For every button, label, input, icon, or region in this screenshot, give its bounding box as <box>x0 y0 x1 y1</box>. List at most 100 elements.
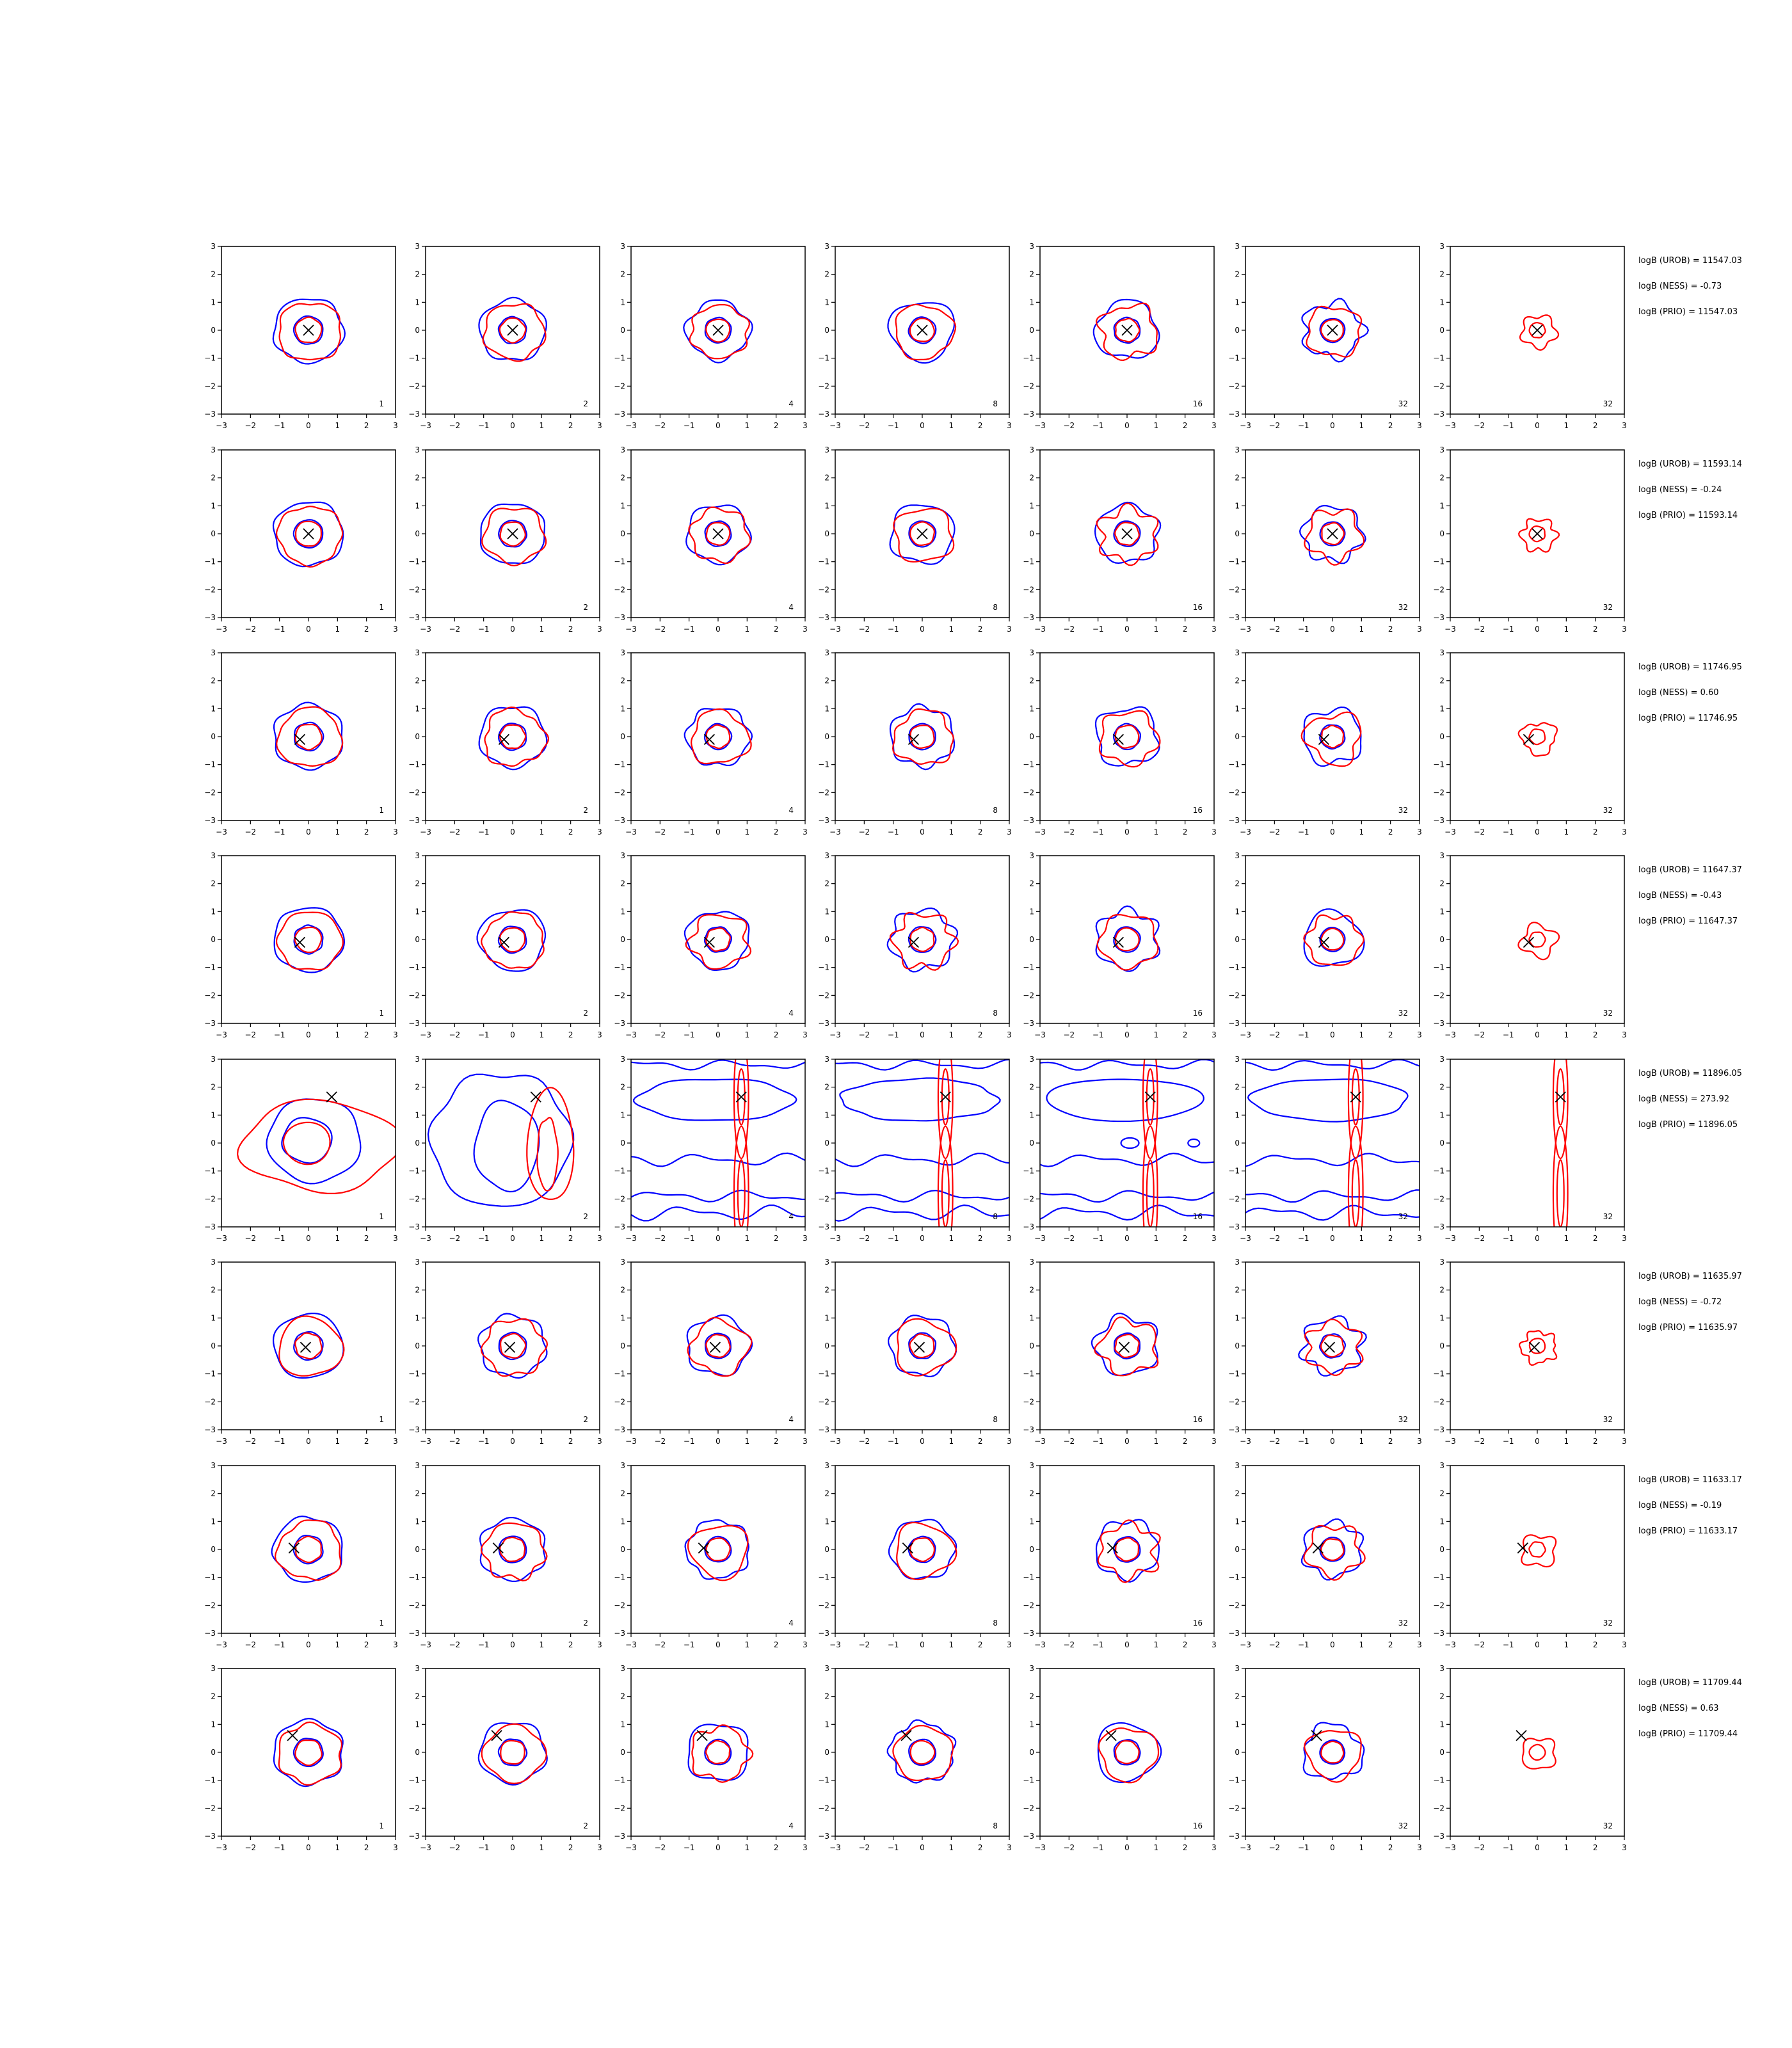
panel-count-label: 32 <box>1603 603 1613 612</box>
x-tick-label: 1 <box>335 421 340 430</box>
x-tick-label: −3 <box>829 1234 841 1243</box>
y-tick-label: 0 <box>211 529 216 538</box>
blue-contour-inner <box>1113 316 1141 344</box>
logb-annotation: logB (PRIO) = 11593.14 <box>1638 511 1738 520</box>
x-tick-label: 2 <box>1388 421 1393 430</box>
y-tick-label: 2 <box>1439 1489 1444 1498</box>
true-location-marker <box>287 1730 298 1741</box>
true-location-marker <box>712 528 724 540</box>
contours <box>272 298 346 365</box>
panel-count-label: 4 <box>788 806 794 815</box>
y-tick-label: −2 <box>408 991 420 1000</box>
x-tick-label: −2 <box>654 421 666 430</box>
y-tick-label: 1 <box>620 501 625 510</box>
blue-contour-inner <box>498 723 527 751</box>
x-tick-label: 3 <box>1417 1843 1422 1852</box>
panel-count-label: 8 <box>993 806 998 815</box>
y-tick-label: −2 <box>1433 788 1444 797</box>
true-location-marker <box>1105 1730 1117 1741</box>
y-tick-label: 3 <box>415 1055 420 1064</box>
y-tick-label: 2 <box>1235 1692 1240 1701</box>
x-tick-label: 2 <box>568 1843 573 1852</box>
y-tick-label: 1 <box>1235 907 1240 916</box>
y-tick-label: 1 <box>415 907 420 916</box>
red-contour-inner <box>909 724 935 749</box>
y-tick-label: 0 <box>1439 935 1444 944</box>
row-annotations-1: logB (UROB) = 11547.03 logB (NESS) = -0.7… <box>1638 256 1742 317</box>
x-tick-label: 2 <box>774 625 779 634</box>
x-tick-label: 1 <box>745 1640 750 1649</box>
subplot-r1-c1: −3−3 −2 −2 −1 −1 0 0 1 1 2 2 3 3 1 <box>204 242 398 430</box>
y-tick-label: 1 <box>211 1517 216 1526</box>
x-tick-label: 3 <box>597 1843 602 1852</box>
x-tick-label: 1 <box>949 1843 954 1852</box>
y-tick-label: 3 <box>824 242 829 251</box>
y-tick-label: 1 <box>824 501 829 510</box>
red-contour-lower <box>733 1125 749 1227</box>
y-tick-label: −2 <box>614 991 625 1000</box>
y-tick-label: −2 <box>1023 1804 1034 1812</box>
y-tick-label: 0 <box>211 1341 216 1350</box>
subplot-r8-c5: −3−3 −2 −2 −1 −1 0 0 1 1 2 2 3 3 16 <box>1023 1664 1217 1852</box>
y-tick-label: −3 <box>1023 816 1034 825</box>
x-tick-label: −2 <box>244 828 256 836</box>
blue-contour-inner <box>704 1738 732 1766</box>
x-tick-label: 2 <box>1388 1234 1393 1243</box>
axes-frame <box>630 855 806 1024</box>
x-tick-label: −3 <box>625 1030 637 1039</box>
x-tick-label: −2 <box>1063 1640 1075 1649</box>
x-tick-label: 1 <box>540 421 545 430</box>
x-tick-label: 2 <box>774 1437 779 1446</box>
y-tick-label: 3 <box>1029 1258 1034 1267</box>
panel-count-label: 8 <box>993 1821 998 1830</box>
red-contour-inner <box>1528 1541 1546 1558</box>
subplot-r1-c7: −3−3 −2 −2 −1 −1 0 0 1 1 2 2 3 3 32 <box>1433 242 1627 430</box>
x-tick-label: −1 <box>1298 828 1309 836</box>
y-tick-label: −3 <box>614 1222 625 1231</box>
red-contour-outer <box>893 508 955 563</box>
blue-contour-inner <box>1319 927 1346 952</box>
x-tick-label: 2 <box>568 1437 573 1446</box>
x-tick-label: −1 <box>1298 1234 1309 1243</box>
x-tick-label: 2 <box>568 1234 573 1243</box>
blue-contour-outer <box>685 504 752 566</box>
x-tick-label: 0 <box>1535 1437 1540 1446</box>
row-annotations-8: logB (UROB) = 11709.44 logB (NESS) = 0.63… <box>1638 1678 1742 1739</box>
x-tick-label: 2 <box>364 421 369 430</box>
y-tick-label: 3 <box>1235 1664 1240 1673</box>
red-contour-inner <box>499 1537 526 1562</box>
panel-count-label: 4 <box>788 399 794 408</box>
y-tick-label: 0 <box>415 732 420 741</box>
y-tick-label: −3 <box>204 410 216 419</box>
red-contour-inner <box>294 1739 323 1766</box>
x-tick-label: −2 <box>449 828 460 836</box>
y-tick-label: 0 <box>824 1545 829 1554</box>
true-location-marker <box>1532 324 1543 336</box>
x-tick-label: 0 <box>920 828 925 836</box>
x-tick-label: −2 <box>1063 625 1075 634</box>
y-tick-label: 0 <box>211 935 216 944</box>
blue-contour-inner <box>908 1738 937 1766</box>
y-tick-label: 1 <box>1235 1110 1240 1119</box>
x-tick-label: −2 <box>1063 1843 1075 1852</box>
contours <box>1301 298 1370 363</box>
x-tick-label: 3 <box>803 421 808 430</box>
y-tick-label: −3 <box>204 1222 216 1231</box>
x-tick-label: 2 <box>364 1437 369 1446</box>
axes-frame <box>425 652 600 821</box>
contours <box>631 1059 805 1227</box>
subplot-r8-c6: −3−3 −2 −2 −1 −1 0 0 1 1 2 2 3 3 32 <box>1228 1664 1422 1852</box>
subplot-r5-c1: −3−3 −2 −2 −1 −1 0 0 1 1 2 2 3 3 1 <box>204 1055 398 1243</box>
y-tick-label: −2 <box>1433 1397 1444 1406</box>
x-tick-label: 2 <box>1593 625 1598 634</box>
y-tick-label: −1 <box>818 1573 829 1582</box>
x-tick-label: 3 <box>393 625 398 634</box>
red-contour-inner <box>294 926 323 954</box>
y-tick-label: 1 <box>1235 1720 1240 1729</box>
y-tick-label: 1 <box>824 1720 829 1729</box>
y-tick-label: 3 <box>824 1258 829 1267</box>
subplot-r6-c7: −3−3 −2 −2 −1 −1 0 0 1 1 2 2 3 3 32 <box>1433 1258 1627 1446</box>
subplot-r1-c3: −3−3 −2 −2 −1 −1 0 0 1 1 2 2 3 3 4 <box>614 242 808 430</box>
y-tick-label: 3 <box>620 1258 625 1267</box>
subplot-r6-c5: −3−3 −2 −2 −1 −1 0 0 1 1 2 2 3 3 16 <box>1023 1258 1217 1446</box>
